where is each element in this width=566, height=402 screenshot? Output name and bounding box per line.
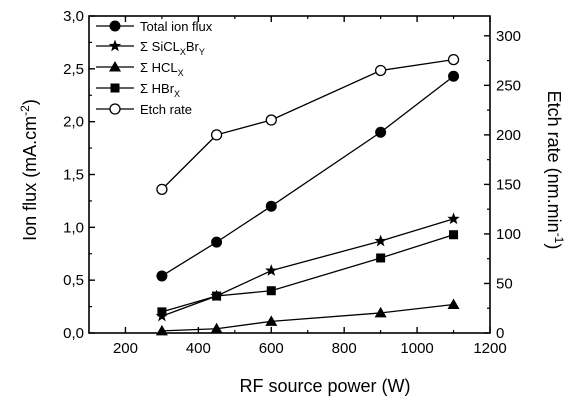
legend-entry-hcl: Σ HCLX (140, 60, 184, 78)
data-point-series-2 (374, 306, 387, 318)
legend-entry-hbr: Σ HBrX (140, 81, 180, 99)
legend-marker-0 (109, 20, 121, 32)
y-axis-left-label: Ion flux (mA.cm-2) (18, 99, 40, 241)
y-left-tick-label: 2,0 (63, 114, 84, 131)
x-tick-label: 600 (259, 340, 284, 357)
legend-entry-etch-rate: Etch rate (140, 102, 192, 117)
x-axis-label: RF source power (W) (239, 376, 410, 396)
y-left-tick-label: 3,0 (63, 8, 84, 25)
x-tick-label: 400 (186, 340, 211, 357)
data-point-series-2 (447, 298, 460, 309)
series-line-1 (161, 218, 454, 317)
legend-entry-sicl-br: Σ SiCLXBrY (140, 39, 205, 57)
legend-marker-1 (108, 39, 122, 52)
plot-area: 200 400 600 800 1000 12000,00,51,01,52,02,53,… (63, 8, 521, 357)
data-point-series-0 (156, 270, 168, 282)
y-right-tick-label: 50 (496, 275, 513, 292)
y-right-tick-label: 150 (496, 176, 521, 193)
data-point-series-3 (449, 230, 459, 240)
data-point-series-1 (374, 234, 387, 247)
data-point-series-3 (157, 307, 167, 317)
y-left-tick-label: 0,0 (63, 325, 84, 342)
y-right-tick-label: 100 (496, 226, 521, 243)
legend-marker-4 (109, 103, 121, 115)
x-tick-label: 1200 (473, 340, 506, 357)
y-right-tick-label: 200 (496, 127, 521, 144)
data-point-series-4 (265, 114, 277, 126)
data-point-series-3 (212, 291, 222, 301)
data-point-series-3 (266, 286, 276, 296)
data-point-series-0 (265, 200, 277, 212)
data-point-series-1 (265, 264, 278, 276)
legend-entry-total-ion-flux: Total ion flux (140, 19, 213, 34)
data-point-series-1 (447, 212, 460, 225)
data-point-series-2 (155, 324, 168, 336)
y-right-tick-label: 0 (496, 325, 504, 342)
data-point-series-0 (448, 70, 460, 82)
y-left-tick-label: 2,5 (63, 61, 84, 78)
y-left-tick-label: 0,5 (63, 272, 84, 289)
x-tick-label: 800 (332, 340, 357, 357)
legend-marker-2 (109, 61, 121, 72)
data-point-series-4 (156, 183, 168, 196)
legend-marker-3 (110, 83, 120, 93)
x-tick-label: 1000 (400, 340, 433, 357)
legend: Total ion flux Σ SiCLXBrY Σ HCLX Σ HBrX … (96, 19, 213, 117)
x-tick-label: 200 (113, 340, 138, 357)
y-right-tick-label: 250 (496, 77, 521, 94)
series-line-0 (161, 75, 454, 277)
y-left-tick-label: 1,5 (63, 167, 84, 184)
data-point-series-2 (210, 322, 223, 334)
data-point-series-3 (376, 253, 386, 263)
data-point-series-4 (374, 64, 387, 77)
data-point-series-2 (265, 315, 278, 326)
series-line-4 (161, 58, 454, 190)
data-point-series-0 (375, 126, 387, 138)
data-point-series-0 (211, 236, 223, 248)
y-right-tick-label: 300 (496, 28, 521, 45)
data-point-series-4 (210, 129, 223, 141)
y-left-tick-label: 1,0 (63, 219, 84, 236)
data-point-series-4 (447, 53, 460, 66)
series-line-2 (161, 303, 454, 332)
y-axis-right-label: Etch rate (nm.min-1) (544, 91, 566, 250)
